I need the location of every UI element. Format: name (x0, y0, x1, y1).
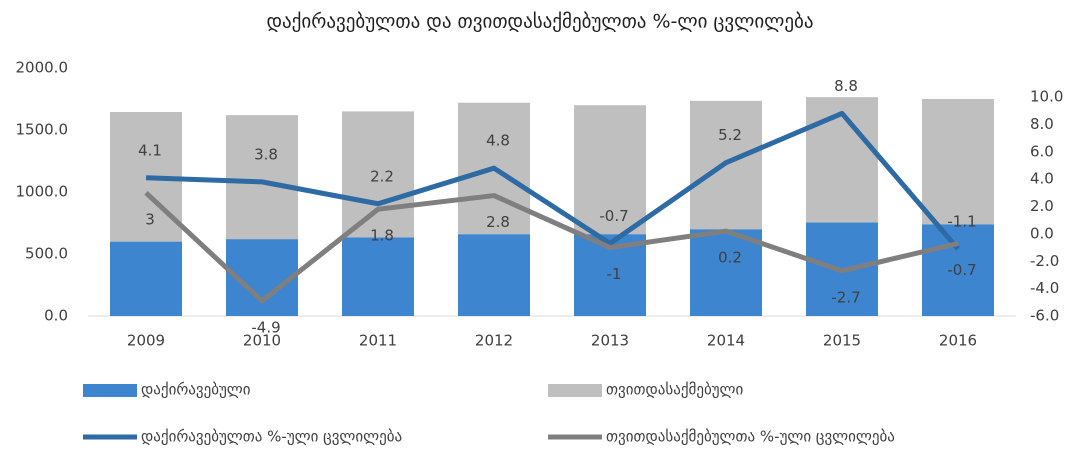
bar (574, 105, 646, 235)
x-tick-label: 2012 (475, 332, 513, 350)
line (144, 190, 959, 304)
y-tick-label: 1000.0 (16, 183, 69, 201)
line (145, 110, 960, 251)
legend-label: თვითდასაქმებული (606, 381, 744, 399)
y2-tick-label: 10.0 (1030, 88, 1063, 106)
y2-tick-label: 0.0 (1030, 224, 1054, 242)
y2-tick-label: 6.0 (1030, 142, 1054, 160)
x-tick-label: 2013 (591, 332, 629, 350)
data-label: -2.7 (831, 288, 860, 306)
bar (342, 111, 414, 238)
data-label: 2.8 (486, 213, 510, 231)
data-label: 3.8 (254, 145, 278, 163)
data-label: -1 (607, 265, 622, 283)
y-tick-label: 1500.0 (16, 121, 69, 139)
y2-tick-label: -6.0 (1030, 307, 1059, 325)
x-tick-label: 2009 (127, 332, 165, 350)
y-tick-label: 500.0 (25, 245, 68, 263)
x-tick-label: 2010 (243, 332, 281, 350)
bar (806, 97, 878, 223)
bar (690, 229, 762, 316)
x-tick-label: 2011 (359, 332, 397, 350)
bar (226, 115, 298, 240)
data-label: 8.8 (834, 77, 858, 95)
data-label: -0.7 (947, 261, 976, 279)
data-label: -1.1 (947, 212, 976, 230)
y2-tick-label: -2.0 (1030, 252, 1059, 270)
y2-tick-label: 4.0 (1030, 170, 1054, 188)
legend-swatch (83, 384, 137, 397)
chart-title: დაქირავებულთა და თვითდასაქმებულთა %-ლი ც… (266, 11, 813, 33)
x-tick-label: 2016 (939, 332, 977, 350)
legend-label: დაქირავებული (141, 381, 251, 399)
y2-tick-label: -4.0 (1030, 279, 1059, 297)
legend-label: თვითდასაქმებულთა %-ული ცვლილება (606, 428, 895, 446)
bar (110, 241, 182, 316)
y2-tick-label: 2.0 (1030, 197, 1054, 215)
data-label: -0.7 (599, 207, 628, 225)
x-tick-label: 2015 (823, 332, 861, 350)
bar (458, 234, 530, 316)
data-label: -4.9 (251, 318, 280, 336)
data-label: 1.8 (370, 227, 394, 245)
y-tick-label: 2000.0 (16, 59, 69, 77)
bar (922, 224, 994, 316)
legend-swatch (548, 384, 602, 397)
data-label: 0.2 (718, 249, 742, 267)
legend-label: დაქირავებულთა %-ული ცვლილება (141, 428, 402, 446)
data-label: 4.8 (486, 132, 510, 150)
bar (342, 237, 414, 316)
data-label: 3 (145, 210, 155, 228)
data-label: 2.2 (370, 167, 394, 185)
data-label: 5.2 (718, 126, 742, 144)
data-label: 4.1 (138, 141, 162, 159)
x-tick-label: 2014 (707, 332, 745, 350)
y2-tick-label: 8.0 (1030, 115, 1054, 133)
y-tick-label: 0.0 (44, 307, 68, 325)
bar (922, 99, 994, 225)
